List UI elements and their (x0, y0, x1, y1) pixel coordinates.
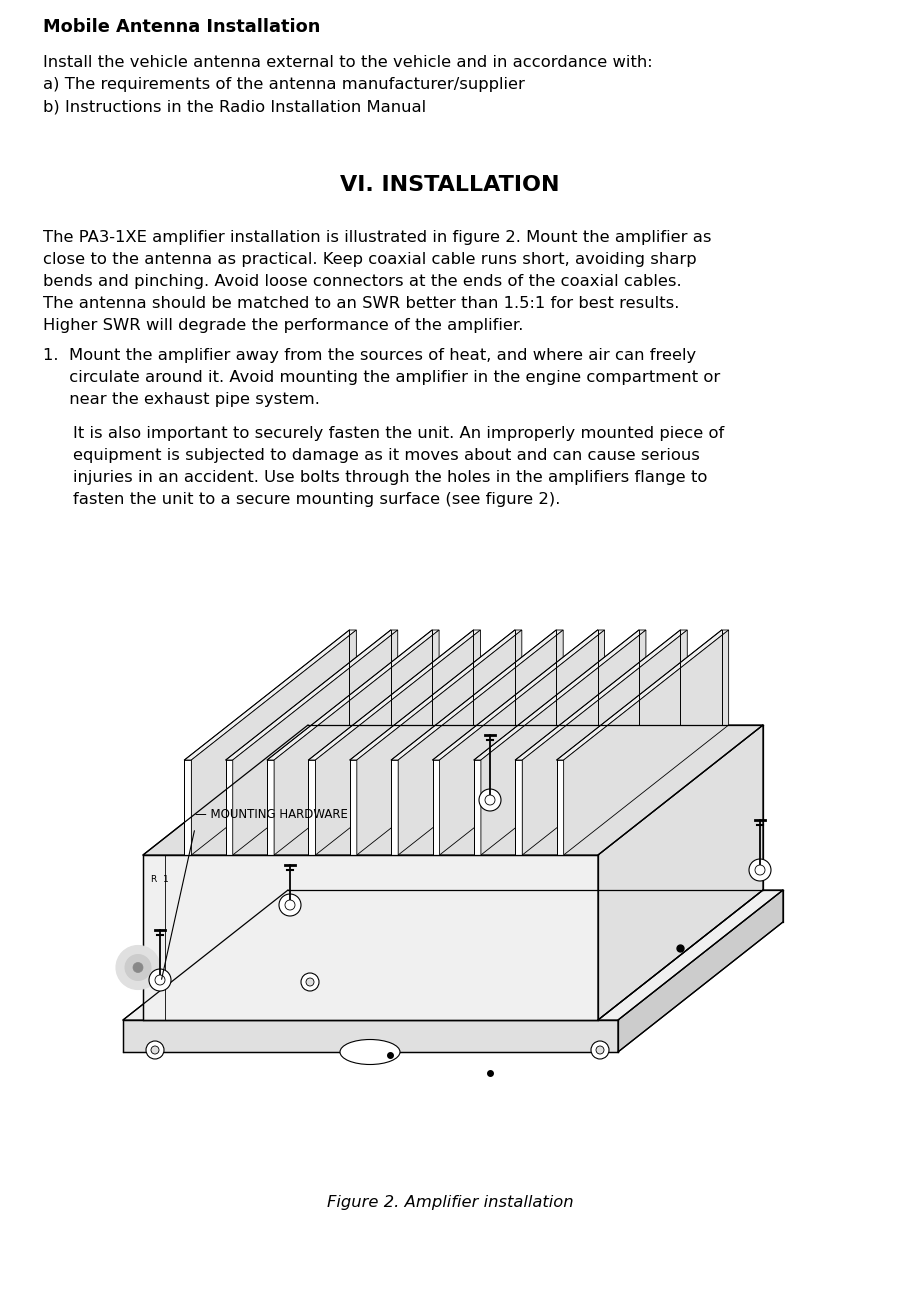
Circle shape (306, 978, 314, 985)
Polygon shape (556, 760, 563, 855)
Text: bends and pinching. Avoid loose connectors at the ends of the coaxial cables.: bends and pinching. Avoid loose connecto… (43, 274, 681, 289)
Text: a) The requirements of the antenna manufacturer/supplier: a) The requirements of the antenna manuf… (43, 77, 525, 92)
Polygon shape (392, 630, 563, 760)
Ellipse shape (340, 1040, 400, 1065)
Polygon shape (433, 630, 605, 760)
Polygon shape (439, 630, 605, 855)
Circle shape (151, 1046, 159, 1054)
Polygon shape (316, 630, 481, 855)
Polygon shape (563, 630, 729, 855)
Polygon shape (226, 630, 398, 760)
Circle shape (146, 1041, 164, 1059)
Circle shape (591, 1041, 609, 1059)
Polygon shape (516, 630, 688, 760)
Text: equipment is subjected to damage as it moves about and can cause serious: equipment is subjected to damage as it m… (73, 448, 700, 463)
Text: — MOUNTING HARDWARE: — MOUNTING HARDWARE (195, 809, 348, 822)
Text: injuries in an accident. Use bolts through the holes in the amplifiers flange to: injuries in an accident. Use bolts throu… (73, 471, 707, 485)
Polygon shape (522, 630, 688, 855)
Polygon shape (516, 760, 522, 855)
Polygon shape (143, 855, 598, 1021)
Polygon shape (143, 725, 763, 855)
Polygon shape (356, 630, 522, 855)
Polygon shape (481, 630, 646, 855)
Text: It is also important to securely fasten the unit. An improperly mounted piece of: It is also important to securely fasten … (73, 426, 724, 441)
Text: The PA3-1XE amplifier installation is illustrated in figure 2. Mount the amplifi: The PA3-1XE amplifier installation is il… (43, 230, 712, 244)
Polygon shape (267, 630, 439, 760)
Circle shape (155, 975, 165, 985)
Polygon shape (309, 760, 316, 855)
Polygon shape (474, 630, 646, 760)
Polygon shape (123, 1020, 618, 1052)
Polygon shape (618, 891, 783, 1052)
Polygon shape (398, 630, 563, 855)
Text: The antenna should be matched to an SWR better than 1.5:1 for best results.: The antenna should be matched to an SWR … (43, 296, 680, 311)
Text: Higher SWR will degrade the performance of the amplifier.: Higher SWR will degrade the performance … (43, 318, 524, 333)
Polygon shape (233, 630, 398, 855)
Text: fasten the unit to a secure mounting surface (see figure 2).: fasten the unit to a secure mounting sur… (73, 491, 561, 507)
Circle shape (596, 1046, 604, 1054)
Polygon shape (309, 630, 481, 760)
Text: circulate around it. Avoid mounting the amplifier in the engine compartment or: circulate around it. Avoid mounting the … (43, 370, 720, 385)
Circle shape (279, 894, 301, 916)
Polygon shape (598, 725, 763, 1020)
Polygon shape (274, 630, 439, 855)
Text: 1.  Mount the amplifier away from the sources of heat, and where air can freely: 1. Mount the amplifier away from the sou… (43, 348, 697, 363)
Text: Figure 2. Amplifier installation: Figure 2. Amplifier installation (327, 1195, 573, 1210)
Circle shape (485, 796, 495, 805)
Circle shape (149, 968, 171, 991)
Text: Mobile Antenna Installation: Mobile Antenna Installation (43, 18, 320, 36)
Polygon shape (123, 891, 783, 1021)
Polygon shape (184, 630, 356, 760)
Circle shape (125, 954, 151, 980)
Text: b) Instructions in the Radio Installation Manual: b) Instructions in the Radio Installatio… (43, 99, 426, 114)
Text: near the exhaust pipe system.: near the exhaust pipe system. (43, 393, 320, 407)
Circle shape (116, 945, 160, 989)
Polygon shape (226, 760, 233, 855)
Polygon shape (474, 760, 481, 855)
Circle shape (285, 900, 295, 910)
Circle shape (133, 962, 143, 972)
Text: close to the antenna as practical. Keep coaxial cable runs short, avoiding sharp: close to the antenna as practical. Keep … (43, 252, 697, 266)
Circle shape (749, 859, 771, 881)
Text: R  1: R 1 (151, 875, 169, 884)
Circle shape (479, 789, 501, 811)
Polygon shape (433, 760, 439, 855)
Polygon shape (350, 630, 522, 760)
Circle shape (301, 972, 319, 991)
Polygon shape (350, 760, 356, 855)
Text: Install the vehicle antenna external to the vehicle and in accordance with:: Install the vehicle antenna external to … (43, 55, 652, 70)
Polygon shape (392, 760, 398, 855)
Polygon shape (192, 630, 356, 855)
Polygon shape (184, 760, 192, 855)
Circle shape (755, 864, 765, 875)
Polygon shape (556, 630, 729, 760)
Polygon shape (267, 760, 274, 855)
Text: VI. INSTALLATION: VI. INSTALLATION (340, 176, 560, 195)
